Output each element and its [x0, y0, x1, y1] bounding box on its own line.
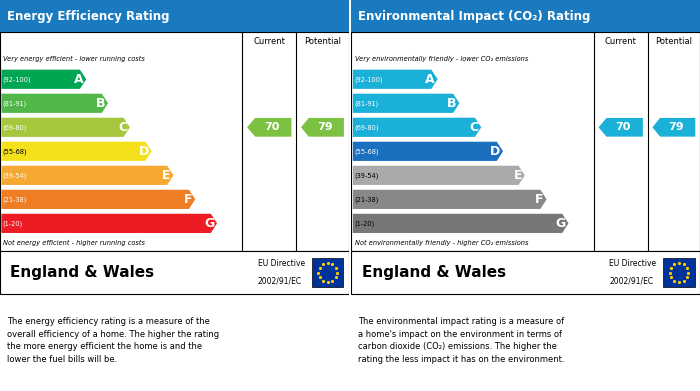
Text: C: C	[469, 121, 478, 134]
Polygon shape	[1, 190, 195, 209]
Text: D: D	[490, 145, 500, 158]
Text: F: F	[536, 193, 544, 206]
Text: Not environmentally friendly - higher CO₂ emissions: Not environmentally friendly - higher CO…	[355, 240, 528, 246]
Text: F: F	[184, 193, 192, 206]
Text: (39-54): (39-54)	[354, 172, 379, 179]
Polygon shape	[353, 70, 438, 89]
Text: 2002/91/EC: 2002/91/EC	[258, 276, 302, 286]
Text: Current: Current	[605, 37, 636, 47]
Text: B: B	[447, 97, 456, 110]
Text: A: A	[74, 73, 83, 86]
Text: EU Directive: EU Directive	[610, 259, 657, 269]
Polygon shape	[247, 118, 291, 137]
Text: (21-38): (21-38)	[354, 196, 379, 203]
Polygon shape	[1, 166, 174, 185]
Text: Potential: Potential	[304, 37, 341, 47]
Text: EU Directive: EU Directive	[258, 259, 305, 269]
Text: 79: 79	[668, 122, 684, 132]
Text: Current: Current	[253, 37, 285, 47]
Polygon shape	[1, 94, 108, 113]
Bar	[312, 258, 344, 287]
Text: (92-100): (92-100)	[3, 76, 31, 83]
Text: Potential: Potential	[655, 37, 692, 47]
Text: Very environmentally friendly - lower CO₂ emissions: Very environmentally friendly - lower CO…	[355, 56, 528, 63]
Text: (55-68): (55-68)	[3, 148, 27, 154]
Text: 70: 70	[264, 122, 279, 132]
Text: 2002/91/EC: 2002/91/EC	[610, 276, 654, 286]
Polygon shape	[652, 118, 695, 137]
Text: (1-20): (1-20)	[354, 220, 374, 227]
Polygon shape	[1, 118, 130, 137]
Bar	[351, 251, 700, 294]
Bar	[664, 258, 695, 287]
Text: Not energy efficient - higher running costs: Not energy efficient - higher running co…	[4, 240, 146, 246]
Text: (55-68): (55-68)	[354, 148, 379, 154]
Text: G: G	[555, 217, 566, 230]
Text: C: C	[118, 121, 127, 134]
Text: Very energy efficient - lower running costs: Very energy efficient - lower running co…	[4, 56, 146, 63]
Text: A: A	[425, 73, 435, 86]
Text: The environmental impact rating is a measure of
a home's impact on the environme: The environmental impact rating is a mea…	[358, 317, 565, 364]
Polygon shape	[301, 118, 344, 137]
Polygon shape	[598, 118, 643, 137]
Polygon shape	[353, 118, 481, 137]
Text: The energy efficiency rating is a measure of the
overall efficiency of a home. T: The energy efficiency rating is a measur…	[7, 317, 219, 364]
Text: Environmental Impact (CO₂) Rating: Environmental Impact (CO₂) Rating	[358, 9, 591, 23]
Text: (92-100): (92-100)	[354, 76, 383, 83]
Polygon shape	[1, 142, 152, 161]
Polygon shape	[353, 142, 503, 161]
Text: (39-54): (39-54)	[3, 172, 27, 179]
Polygon shape	[353, 190, 547, 209]
Text: E: E	[162, 169, 171, 182]
Polygon shape	[1, 70, 86, 89]
Text: (69-80): (69-80)	[3, 124, 27, 131]
Bar	[351, 32, 700, 251]
Text: 70: 70	[615, 122, 631, 132]
Polygon shape	[353, 214, 568, 233]
Bar	[351, 0, 700, 32]
Bar	[0, 251, 349, 294]
Bar	[0, 0, 349, 32]
Text: (21-38): (21-38)	[3, 196, 27, 203]
Text: D: D	[139, 145, 149, 158]
Polygon shape	[353, 166, 525, 185]
Bar	[0, 32, 349, 251]
Text: E: E	[514, 169, 522, 182]
Text: England & Wales: England & Wales	[10, 265, 155, 280]
Text: (81-91): (81-91)	[3, 100, 27, 106]
Polygon shape	[1, 214, 217, 233]
Text: (81-91): (81-91)	[354, 100, 379, 106]
Text: 79: 79	[317, 122, 332, 132]
Text: Energy Efficiency Rating: Energy Efficiency Rating	[7, 9, 169, 23]
Text: B: B	[96, 97, 105, 110]
Polygon shape	[353, 94, 459, 113]
Text: (69-80): (69-80)	[354, 124, 379, 131]
Text: G: G	[204, 217, 214, 230]
Text: (1-20): (1-20)	[3, 220, 23, 227]
Text: England & Wales: England & Wales	[362, 265, 506, 280]
